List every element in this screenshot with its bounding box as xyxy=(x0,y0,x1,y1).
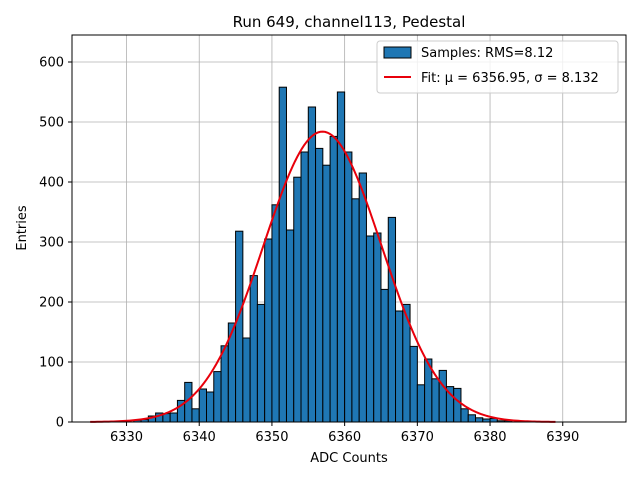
histogram-bar xyxy=(249,275,258,423)
histogram-bar xyxy=(322,164,331,423)
legend-box xyxy=(376,40,619,94)
histogram-bar xyxy=(475,417,484,423)
x-tick-label: 6330 xyxy=(110,430,143,445)
histogram-bar xyxy=(365,235,375,423)
y-tick-label: 400 xyxy=(39,176,64,191)
histogram-bar xyxy=(329,135,338,423)
y-tick-label: 200 xyxy=(39,296,64,311)
x-tick-label: 6360 xyxy=(328,430,361,445)
x-ticks: 6330 6340 6350 6360 6370 6380 6390 xyxy=(110,422,579,445)
gaussian-fit-curve xyxy=(90,130,556,423)
legend-histogram-swatch xyxy=(383,46,412,59)
histogram-bar xyxy=(285,229,295,423)
histogram-bar xyxy=(206,391,215,423)
histogram-bar xyxy=(213,371,222,423)
histogram-bars xyxy=(133,86,513,423)
x-tick-label: 6350 xyxy=(255,430,288,445)
histogram-bar xyxy=(271,204,280,423)
legend-histogram-label: Samples: RMS=8.12 xyxy=(421,46,553,61)
y-tick-label: 0 xyxy=(56,416,64,431)
chart-title: Run 649, channel113, Pedestal xyxy=(233,13,466,31)
y-axis-label: Entries xyxy=(15,205,30,251)
fit-curve-group xyxy=(90,130,556,423)
histogram-bar xyxy=(256,303,266,423)
histogram-bar xyxy=(315,147,324,423)
histogram-bar xyxy=(431,378,440,423)
histogram-bar xyxy=(416,384,426,423)
plot-frame xyxy=(71,34,627,423)
x-tick-label: 6380 xyxy=(473,430,506,445)
y-tick-label: 300 xyxy=(39,236,64,251)
histogram-bar xyxy=(220,345,229,423)
histogram-bar xyxy=(358,172,367,423)
histogram-bar xyxy=(278,86,287,423)
histogram-bar xyxy=(300,151,309,423)
x-tick-label: 6370 xyxy=(401,430,434,445)
histogram-bar xyxy=(438,369,447,423)
histogram-bar xyxy=(293,176,302,423)
x-tick-label: 6390 xyxy=(546,430,579,445)
histogram-bar xyxy=(395,310,404,423)
legend-fit-label: Fit: μ = 6356.95, σ = 8.132 xyxy=(421,71,599,86)
histogram-bar xyxy=(460,408,469,423)
histogram-bar xyxy=(198,388,208,423)
histogram-bar xyxy=(453,387,462,423)
histogram-bar xyxy=(264,238,273,423)
histogram-bar xyxy=(373,232,382,423)
y-tick-label: 600 xyxy=(39,56,64,71)
histogram-bar xyxy=(169,412,178,423)
y-tick-label: 500 xyxy=(39,116,64,131)
histogram-bar xyxy=(409,345,418,423)
histogram-bar xyxy=(387,216,397,423)
histogram-bar xyxy=(467,414,477,423)
histogram-bar xyxy=(235,230,244,423)
histogram-bar xyxy=(242,337,251,423)
y-tick-label: 100 xyxy=(39,356,64,371)
x-axis-label: ADC Counts xyxy=(310,451,388,466)
x-tick-label: 6340 xyxy=(183,430,216,445)
histogram-bar xyxy=(307,106,317,423)
histogram-bar xyxy=(344,151,353,423)
histogram-bar xyxy=(380,288,389,423)
histogram-bar xyxy=(351,198,360,423)
legend: Samples: RMS=8.12 Fit: μ = 6356.95, σ = … xyxy=(376,40,619,94)
histogram-bar xyxy=(191,408,200,423)
y-ticks: 0 100 200 300 400 500 600 xyxy=(39,56,72,431)
